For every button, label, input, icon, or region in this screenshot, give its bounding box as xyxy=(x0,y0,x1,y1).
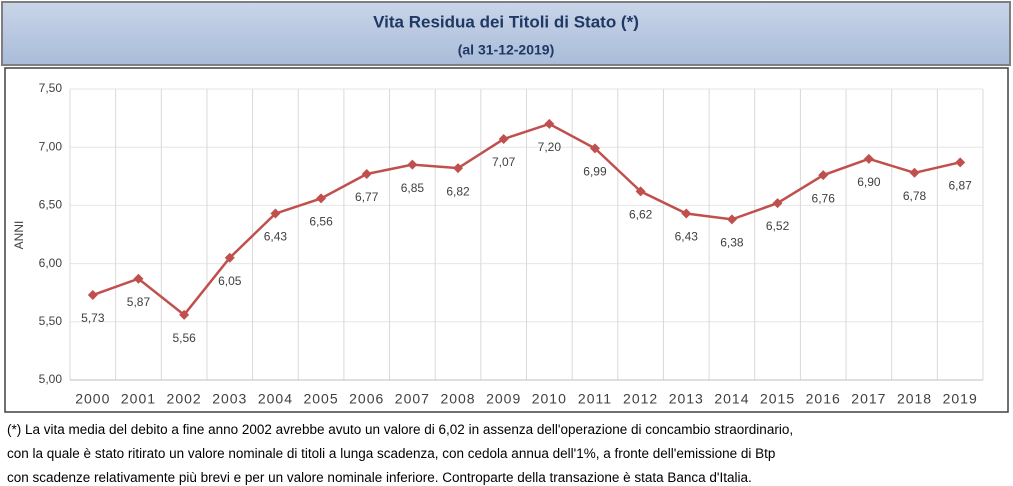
header-box xyxy=(1,1,1011,66)
x-tick-label: 2013 xyxy=(669,391,704,407)
data-label: 6,43 xyxy=(675,230,699,244)
x-tick-label: 2016 xyxy=(806,391,841,407)
data-label: 5,73 xyxy=(81,311,105,325)
marker xyxy=(909,167,920,178)
x-tick-label: 2002 xyxy=(167,391,202,407)
x-tick-label: 2010 xyxy=(532,391,567,407)
x-tick-label: 2006 xyxy=(349,391,384,407)
x-tick-label: 2007 xyxy=(395,391,430,407)
y-tick-label: 7,00 xyxy=(39,139,63,153)
x-tick-label: 2011 xyxy=(578,391,612,407)
x-tick-label: 2009 xyxy=(486,391,521,407)
marker xyxy=(589,143,600,154)
footnote-line: (*) La vita media del debito a fine anno… xyxy=(7,422,793,437)
marker xyxy=(818,170,829,181)
data-label: 7,20 xyxy=(538,140,562,154)
marker xyxy=(544,118,555,129)
x-tick-label: 2001 xyxy=(121,391,156,407)
data-label: 6,62 xyxy=(629,208,653,222)
marker xyxy=(316,193,327,204)
x-tick-label: 2003 xyxy=(212,391,247,407)
chart-title: Vita Residua dei Titoli di Stato (*) xyxy=(373,12,639,31)
x-tick-label: 2000 xyxy=(75,391,110,407)
marker xyxy=(224,252,235,263)
marker xyxy=(635,186,646,197)
y-tick-label: 7,50 xyxy=(39,81,63,95)
data-label: 6,76 xyxy=(812,191,836,205)
x-tick-label: 2017 xyxy=(851,391,886,407)
data-label: 6,56 xyxy=(309,215,333,229)
y-tick-label: 6,00 xyxy=(39,256,63,270)
marker xyxy=(179,309,190,320)
x-tick-label: 2004 xyxy=(258,391,293,407)
data-label: 5,56 xyxy=(172,331,196,345)
marker xyxy=(407,159,418,170)
plot-frame xyxy=(4,67,1009,413)
marker xyxy=(955,157,966,168)
marker xyxy=(726,214,737,225)
marker xyxy=(87,290,98,301)
data-label: 6,85 xyxy=(401,181,425,195)
x-tick-label: 2008 xyxy=(440,391,475,407)
x-tick-label: 2005 xyxy=(303,391,338,407)
data-label: 5,87 xyxy=(127,295,151,309)
x-tick-label: 2015 xyxy=(760,391,795,407)
marker xyxy=(498,134,509,145)
data-label: 6,90 xyxy=(857,175,881,189)
marker xyxy=(453,163,464,174)
data-label: 6,38 xyxy=(720,236,744,250)
y-tick-label: 6,50 xyxy=(39,198,63,212)
data-label: 6,99 xyxy=(583,165,607,179)
chart-subtitle: (al 31-12-2019) xyxy=(458,42,555,58)
y-tick-label: 5,50 xyxy=(39,314,63,328)
y-axis-label: ANNI xyxy=(12,221,26,250)
marker xyxy=(681,208,692,219)
x-tick-label: 2018 xyxy=(897,391,932,407)
x-tick-label: 2019 xyxy=(943,391,978,407)
marker xyxy=(133,273,144,284)
data-label: 7,07 xyxy=(492,155,516,169)
footnote-line: con la quale è stato ritirato un valore … xyxy=(7,446,775,461)
line xyxy=(92,122,961,317)
data-label: 6,82 xyxy=(446,184,470,198)
data-label: 6,52 xyxy=(766,219,790,233)
data-label: 6,77 xyxy=(355,190,379,204)
data-label: 6,87 xyxy=(948,179,972,193)
data-label: 6,43 xyxy=(264,230,288,244)
marker xyxy=(270,208,281,219)
marker xyxy=(863,153,874,164)
y-tick-label: 5,00 xyxy=(39,372,63,386)
x-tick-label: 2014 xyxy=(714,391,749,407)
data-label: 6,05 xyxy=(218,274,242,288)
data-label: 6,78 xyxy=(903,189,927,203)
marker xyxy=(361,168,372,179)
footnote-line: con scadenze relativamente più brevi e p… xyxy=(7,470,752,485)
x-tick-label: 2012 xyxy=(623,391,658,407)
marker xyxy=(772,198,783,209)
